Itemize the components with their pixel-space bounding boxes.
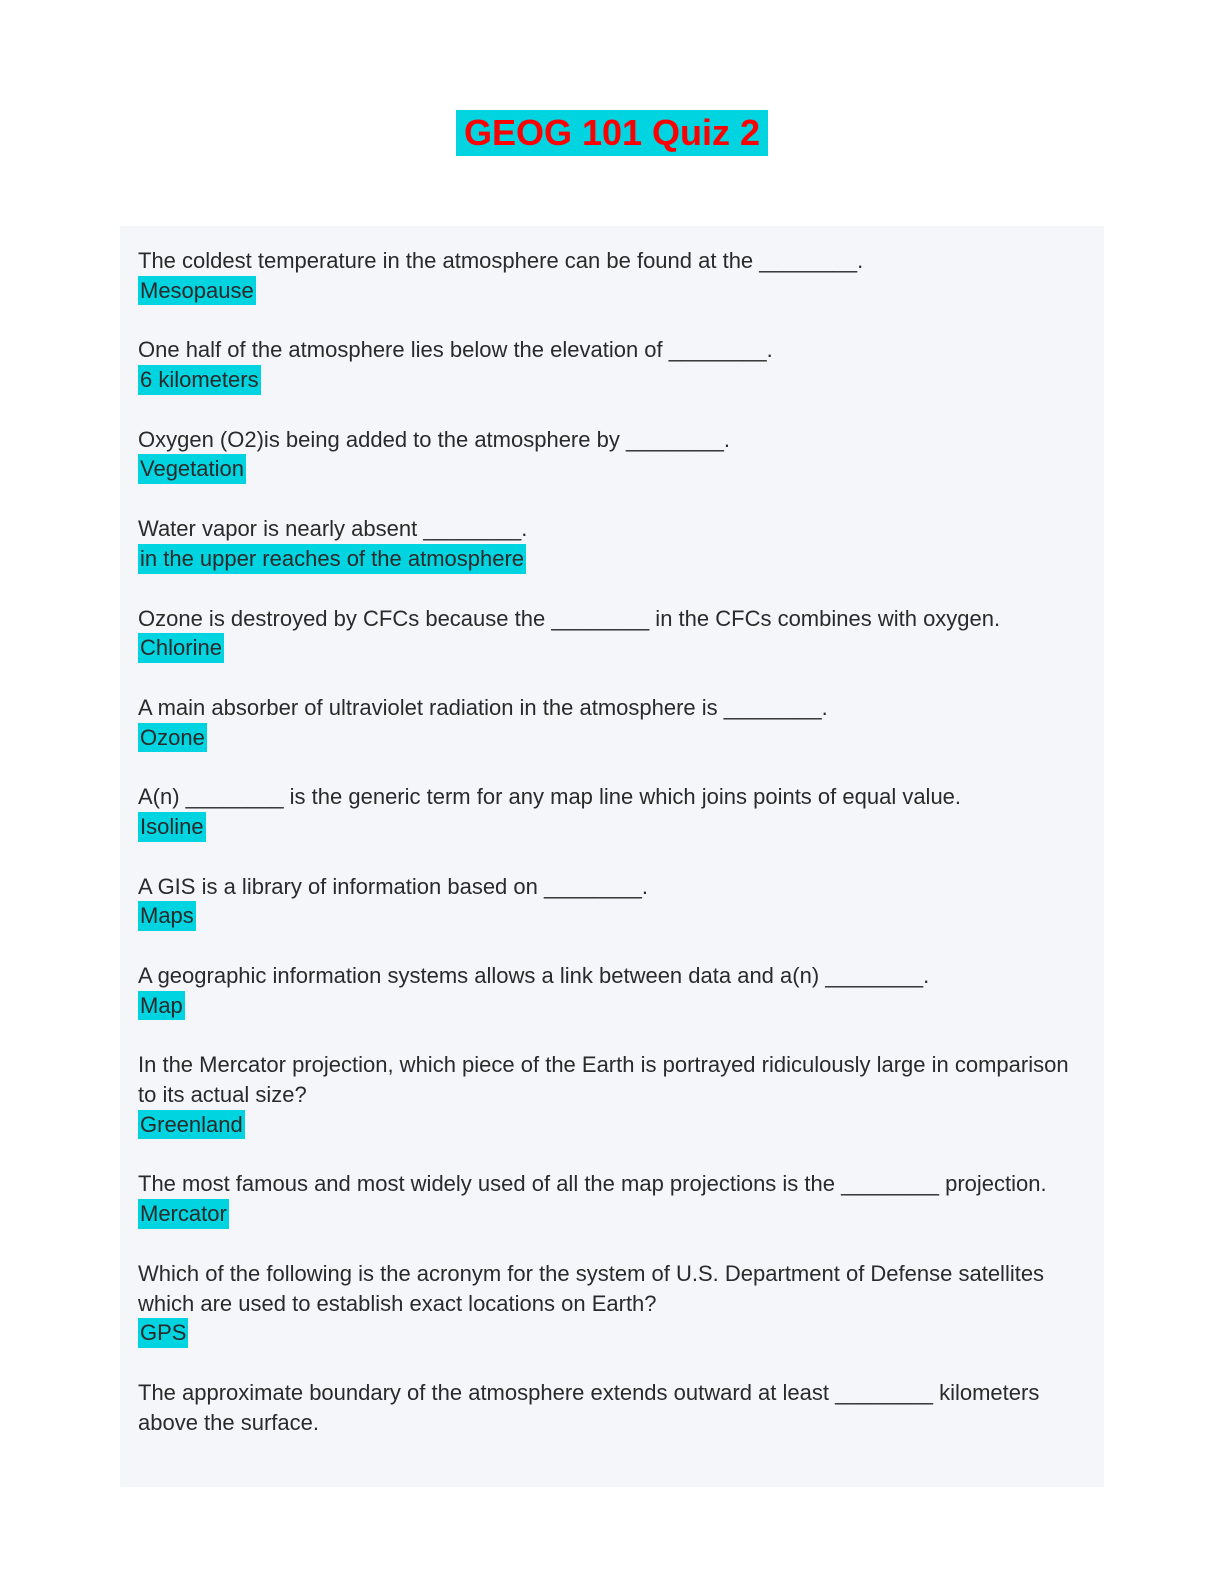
question-text: One half of the atmosphere lies below th… — [138, 335, 1086, 365]
qa-block: Water vapor is nearly absent ________. i… — [138, 514, 1086, 573]
title-container: GEOG 101 Quiz 2 — [0, 110, 1224, 156]
question-text: A GIS is a library of information based … — [138, 872, 1086, 902]
page-title: GEOG 101 Quiz 2 — [456, 110, 768, 156]
question-text: A(n) ________ is the generic term for an… — [138, 782, 1086, 812]
question-text: The approximate boundary of the atmosphe… — [138, 1378, 1086, 1437]
answer-text: Ozone — [138, 723, 207, 753]
question-text: A main absorber of ultraviolet radiation… — [138, 693, 1086, 723]
qa-block: Oxygen (O2)is being added to the atmosph… — [138, 425, 1086, 484]
qa-block: The approximate boundary of the atmosphe… — [138, 1378, 1086, 1437]
qa-block: One half of the atmosphere lies below th… — [138, 335, 1086, 394]
content-area: The coldest temperature in the atmospher… — [120, 226, 1104, 1487]
question-text: Ozone is destroyed by CFCs because the _… — [138, 604, 1086, 634]
answer-text: Mercator — [138, 1199, 229, 1229]
answer-text: Map — [138, 991, 185, 1021]
qa-block: A(n) ________ is the generic term for an… — [138, 782, 1086, 841]
answer-text: Isoline — [138, 812, 206, 842]
qa-block: A GIS is a library of information based … — [138, 872, 1086, 931]
qa-block: In the Mercator projection, which piece … — [138, 1050, 1086, 1139]
answer-text: Chlorine — [138, 633, 224, 663]
question-text: Water vapor is nearly absent ________. — [138, 514, 1086, 544]
document-page: GEOG 101 Quiz 2 The coldest temperature … — [0, 0, 1224, 1584]
qa-block: The coldest temperature in the atmospher… — [138, 246, 1086, 305]
answer-text: Mesopause — [138, 276, 256, 306]
qa-block: Ozone is destroyed by CFCs because the _… — [138, 604, 1086, 663]
answer-text: Greenland — [138, 1110, 245, 1140]
answer-text: Vegetation — [138, 454, 246, 484]
qa-block: A geographic information systems allows … — [138, 961, 1086, 1020]
answer-text: Maps — [138, 901, 196, 931]
question-text: The most famous and most widely used of … — [138, 1169, 1086, 1199]
qa-block: The most famous and most widely used of … — [138, 1169, 1086, 1228]
question-text: A geographic information systems allows … — [138, 961, 1086, 991]
question-text: In the Mercator projection, which piece … — [138, 1050, 1086, 1109]
question-text: Oxygen (O2)is being added to the atmosph… — [138, 425, 1086, 455]
question-text: The coldest temperature in the atmospher… — [138, 246, 1086, 276]
question-text: Which of the following is the acronym fo… — [138, 1259, 1086, 1318]
answer-text: in the upper reaches of the atmosphere — [138, 544, 526, 574]
qa-block: Which of the following is the acronym fo… — [138, 1259, 1086, 1348]
qa-block: A main absorber of ultraviolet radiation… — [138, 693, 1086, 752]
answer-text: 6 kilometers — [138, 365, 261, 395]
answer-text: GPS — [138, 1318, 188, 1348]
